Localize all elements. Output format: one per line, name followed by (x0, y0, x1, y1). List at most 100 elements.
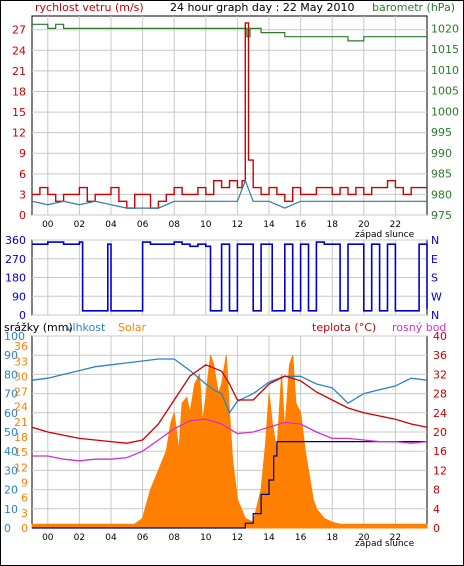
left-tick-label: 270 (5, 253, 26, 266)
right-tick-label: 975 (431, 209, 452, 222)
right-tick-label: 12 (433, 464, 447, 477)
x-tick-label: 16 (295, 220, 307, 230)
right-tick-label: 1020 (431, 22, 459, 35)
left-tick-label: 6 (19, 168, 26, 181)
baro-right-ticks: 975 980 985 990 995 1000 1005 1010 1015 1020 (431, 22, 459, 222)
left-tick-label: 40 (4, 445, 18, 458)
left-tick-label: 60 (4, 407, 18, 420)
left-tick-label: 12 (12, 127, 26, 140)
humidity-tick-label: 27 (14, 386, 28, 399)
right-tick-label: 1015 (431, 43, 459, 56)
rain-temp-series (31, 355, 428, 529)
x-tick-label: 00 (42, 220, 54, 230)
x-tick-label: 06 (137, 220, 149, 230)
x-tick-label: 18 (326, 220, 338, 230)
x-tick-label: 10 (200, 533, 212, 543)
series-line (31, 358, 428, 415)
x-tick-label: 14 (263, 533, 275, 543)
solar-area (31, 355, 428, 529)
x-tick-label: 12 (232, 220, 243, 230)
wind-baro-series (31, 22, 427, 209)
right-tick-label: 8 (433, 484, 440, 497)
x-tick-label: 04 (105, 220, 117, 230)
right-tick-label: 990 (431, 147, 452, 160)
right-tick-label: 20 (433, 426, 447, 439)
baro-axis-label: barometr (hPa) (372, 1, 455, 14)
direction-left-ticks: 0 90 180 270 360 (5, 234, 26, 322)
legend-entry: teplota (°C) (312, 321, 376, 334)
left-tick-label: 21 (12, 65, 26, 78)
series-line (32, 441, 427, 529)
left-tick-label: 70 (4, 388, 18, 401)
humidity-tick-label: 0 (21, 522, 28, 535)
left-tick-label: 180 (5, 272, 26, 285)
humidity-tick-label: 15 (14, 446, 28, 459)
left-tick-label: 80 (4, 368, 18, 381)
humidity-tick-label: 24 (14, 401, 28, 414)
x-tick-label: 02 (74, 220, 85, 230)
humidity-tick-label: 3 (21, 507, 28, 520)
left-tick-label: 100 (4, 330, 25, 343)
right-tick-label: 995 (431, 126, 452, 139)
series-line (31, 364, 428, 444)
x-tick-label: 22 (390, 533, 401, 543)
right-tick-label: 16 (433, 445, 447, 458)
x-tick-label: 20 (358, 533, 370, 543)
x-tick-label: 08 (168, 533, 180, 543)
right-tick-label: N (431, 309, 439, 322)
right-tick-label: 28 (433, 388, 447, 401)
left-tick-label: 0 (19, 309, 26, 322)
left-tick-label: 0 (4, 522, 11, 535)
x-tick-label: 20 (358, 220, 370, 230)
series-line (32, 22, 427, 209)
x-tick-label: 00 (42, 533, 54, 543)
x-tick-label: 02 (74, 533, 85, 543)
panel1-footer-note: západ slunce (355, 230, 415, 240)
right-tick-label: 980 (431, 188, 452, 201)
humidity-tick-label: 21 (14, 416, 28, 429)
left-tick-label: 10 (4, 503, 18, 516)
series-line (32, 418, 428, 462)
x-tick-label: 14 (263, 220, 275, 230)
legend-entry: Solar (118, 321, 147, 334)
humidity-tick-label: 9 (21, 477, 28, 490)
legend-entry: srážky (mm) (4, 321, 73, 334)
right-tick-label: 1005 (431, 85, 459, 98)
left-tick-label: 27 (12, 24, 26, 37)
left-tick-label: 15 (12, 106, 26, 119)
temp-right-ticks: 0 4 8 12 16 20 24 28 32 36 40 (433, 330, 447, 535)
right-tick-label: 985 (431, 168, 452, 181)
right-tick-label: S (431, 272, 438, 285)
wind-baro-grid (32, 16, 427, 216)
right-tick-label: 24 (433, 407, 447, 420)
series-line (32, 241, 428, 312)
left-tick-label: 90 (4, 349, 18, 362)
humidity-tick-label: 33 (14, 355, 28, 368)
right-tick-label: 40 (433, 330, 447, 343)
left-tick-label: 30 (4, 464, 18, 477)
right-tick-label: 4 (433, 503, 440, 516)
series-line (32, 23, 427, 42)
humidity-tick-label: 6 (21, 492, 28, 505)
left-tick-label: 24 (12, 44, 26, 57)
wind-direction-series (32, 241, 428, 312)
series-line (31, 179, 427, 209)
wind-axis-label: rychlost vetru (m/s) (35, 1, 144, 14)
right-tick-label: 0 (433, 522, 440, 535)
left-tick-label: 18 (12, 85, 26, 98)
x-tick-label: 04 (105, 533, 117, 543)
x-tick-label: 22 (390, 220, 401, 230)
x-tick-label: 06 (137, 533, 149, 543)
legend-entry: rosný bod (392, 321, 446, 334)
chart-title: 24 hour graph day : 22 May 2010 (170, 1, 355, 14)
right-tick-label: 1010 (431, 64, 459, 77)
right-tick-label: 36 (433, 349, 447, 362)
right-tick-label: N (431, 234, 439, 247)
